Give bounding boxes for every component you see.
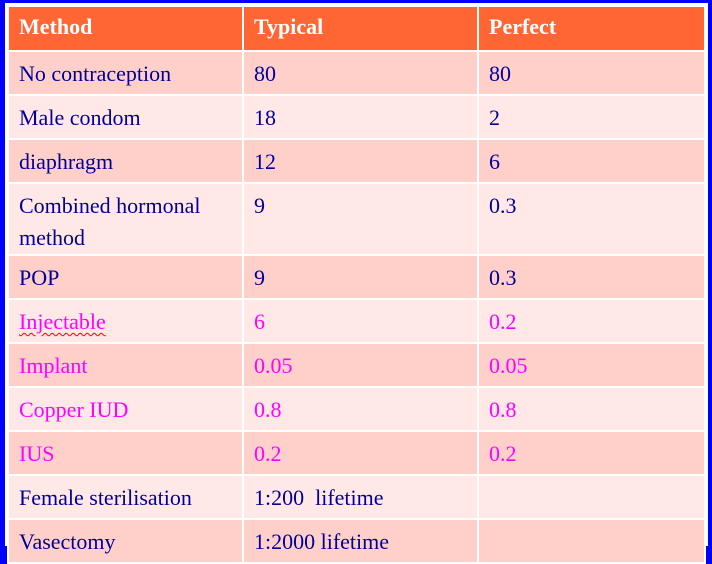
header-method: Method bbox=[7, 5, 244, 52]
cell-perfect: 0.2 bbox=[477, 298, 706, 344]
cell-method: Copper IUD bbox=[7, 386, 244, 432]
cell-method: IUS bbox=[7, 430, 244, 476]
cell-typical: 0.05 bbox=[242, 342, 479, 388]
table-row: IUS 0.2 0.2 bbox=[7, 430, 706, 476]
cell-typical: 18 bbox=[242, 94, 479, 140]
cell-method: No contraception bbox=[7, 50, 244, 96]
cell-typical: 1:200 lifetime bbox=[242, 474, 479, 520]
table-row: Male condom 18 2 bbox=[7, 94, 706, 140]
cell-typical: 9 bbox=[242, 182, 479, 256]
cell-perfect: 0.8 bbox=[477, 386, 706, 432]
table-row: Vasectomy 1:2000 lifetime bbox=[7, 518, 706, 564]
cell-typical: 6 bbox=[242, 298, 479, 344]
cell-method: POP bbox=[7, 254, 244, 300]
cell-typical: 0.2 bbox=[242, 430, 479, 476]
contraception-failure-table: Method Typical Perfect No contraception 8… bbox=[7, 5, 706, 564]
header-typical: Typical bbox=[242, 5, 479, 52]
cell-perfect: 80 bbox=[477, 50, 706, 96]
cell-method: Female sterilisation bbox=[7, 474, 244, 520]
table-row: Combined hormonal method 9 0.3 bbox=[7, 182, 706, 256]
cell-method: diaphragm bbox=[7, 138, 244, 184]
table-row: Female sterilisation 1:200 lifetime bbox=[7, 474, 706, 520]
cell-typical: 9 bbox=[242, 254, 479, 300]
cell-method: Injectable bbox=[7, 298, 244, 344]
table-row: Implant 0.05 0.05 bbox=[7, 342, 706, 388]
table-row: POP 9 0.3 bbox=[7, 254, 706, 300]
table-row: Copper IUD 0.8 0.8 bbox=[7, 386, 706, 432]
cell-method: Male condom bbox=[7, 94, 244, 140]
cell-perfect: 6 bbox=[477, 138, 706, 184]
header-row: Method Typical Perfect bbox=[7, 5, 706, 52]
cell-perfect: 0.3 bbox=[477, 254, 706, 300]
table-row: Injectable 6 0.2 bbox=[7, 298, 706, 344]
cell-typical: 80 bbox=[242, 50, 479, 96]
header-perfect: Perfect bbox=[477, 5, 706, 52]
cell-typical: 1:2000 lifetime bbox=[242, 518, 479, 564]
cell-perfect bbox=[477, 474, 706, 520]
table-row: diaphragm 12 6 bbox=[7, 138, 706, 184]
slide: Method Typical Perfect No contraception 8… bbox=[5, 3, 708, 564]
cell-typical: 0.8 bbox=[242, 386, 479, 432]
cell-method: Vasectomy bbox=[7, 518, 244, 564]
spellcheck-text: Injectable bbox=[19, 309, 106, 334]
cell-perfect bbox=[477, 518, 706, 564]
cell-perfect: 2 bbox=[477, 94, 706, 140]
cell-perfect: 0.2 bbox=[477, 430, 706, 476]
table-row: No contraception 80 80 bbox=[7, 50, 706, 96]
cell-perfect: 0.3 bbox=[477, 182, 706, 256]
cell-method: Implant bbox=[7, 342, 244, 388]
cell-perfect: 0.05 bbox=[477, 342, 706, 388]
cell-method: Combined hormonal method bbox=[7, 182, 244, 256]
cell-typical: 12 bbox=[242, 138, 479, 184]
